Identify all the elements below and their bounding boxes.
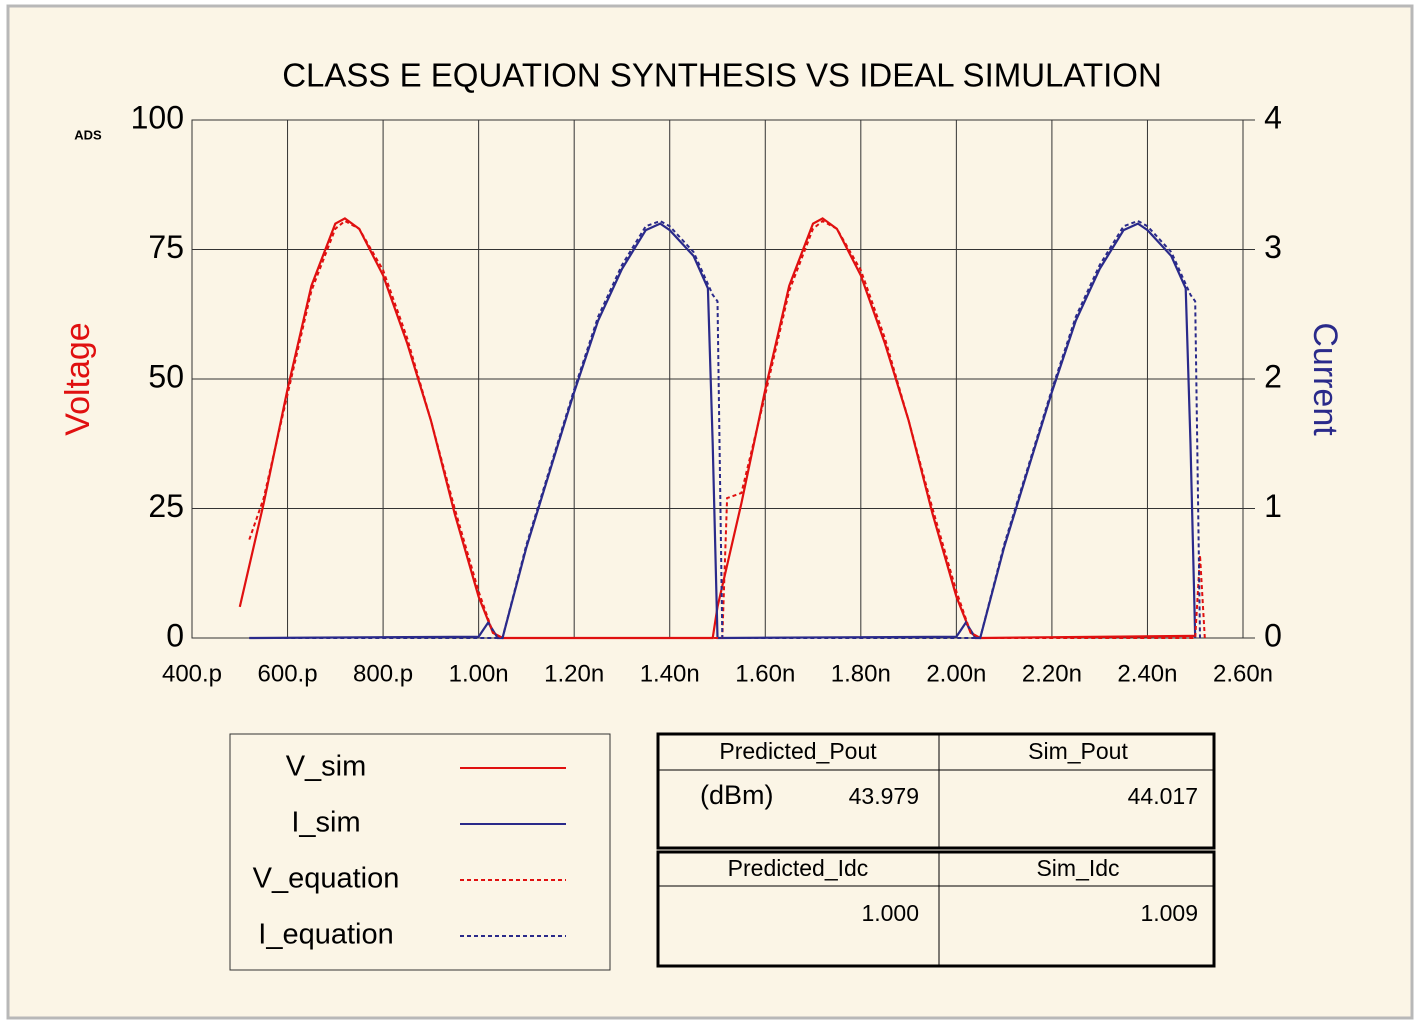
legend-label: V_equation [253, 863, 400, 895]
y2-tick-label: 2 [1264, 358, 1282, 394]
table-cell: 1.000 [861, 900, 919, 926]
watermark: ADS [74, 127, 102, 142]
table-cell: 43.979 [849, 783, 919, 809]
y2-tick-label: 3 [1264, 229, 1282, 265]
x-tick-label: 800.p [353, 660, 413, 687]
y-tick-label: 100 [131, 99, 184, 135]
y-tick-label: 75 [148, 229, 184, 265]
y2-tick-label: 1 [1264, 488, 1282, 524]
x-tick-label: 600.p [258, 660, 318, 687]
y-tick-label: 50 [148, 358, 184, 394]
x-tick-label: 2.00n [926, 660, 986, 687]
y2-tick-label: 0 [1264, 617, 1282, 653]
x-tick-label: 1.20n [544, 660, 604, 687]
y-tick-label: 25 [148, 488, 184, 524]
panel [6, 4, 1414, 1020]
x-tick-label: 1.40n [640, 660, 700, 687]
chart-title: CLASS E EQUATION SYNTHESIS VS IDEAL SIMU… [282, 57, 1162, 94]
table-box [656, 732, 1216, 850]
table-cell: 1.009 [1140, 900, 1198, 926]
legend-box [229, 733, 611, 971]
y-tick-label: 0 [166, 617, 184, 653]
results-table: Predicted_Pout Sim_Pout (dBm) 43.979 44.… [656, 732, 1216, 968]
table-header: Predicted_Idc [728, 855, 869, 881]
legend-label: I_equation [258, 919, 393, 951]
x-tick-label: 2.60n [1213, 660, 1273, 687]
y2-axis-label: Current [1306, 322, 1344, 436]
table-unit: (dBm) [700, 780, 774, 810]
x-tick-label: 1.00n [449, 660, 509, 687]
legend-label: I_sim [291, 807, 360, 839]
table-box [656, 850, 1216, 968]
y-axis-label: Voltage [59, 322, 97, 435]
series-line [248, 219, 1206, 639]
x-tick-label: 1.80n [831, 660, 891, 687]
x-tick-label: 1.60n [735, 660, 795, 687]
x-tick-label: 2.20n [1022, 660, 1082, 687]
y2-tick-label: 4 [1264, 99, 1282, 135]
table-cell: 44.017 [1128, 783, 1198, 809]
table-header: Sim_Pout [1028, 738, 1128, 764]
x-tick-label: 400.p [162, 660, 222, 687]
series-line [249, 219, 1201, 639]
legend-label: V_sim [286, 751, 367, 783]
x-tick-label: 2.40n [1117, 660, 1177, 687]
table-header: Predicted_Pout [719, 738, 877, 764]
table-header: Sim_Idc [1036, 855, 1119, 881]
